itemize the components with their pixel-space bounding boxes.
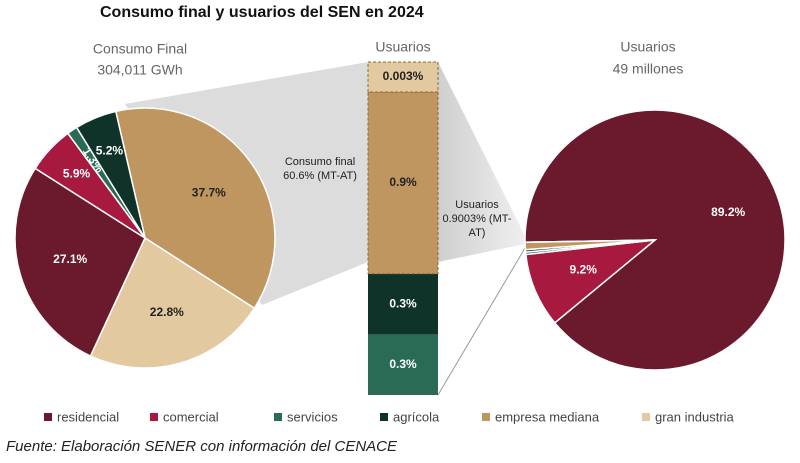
pie-slice: [524, 239, 656, 244]
legend-swatch: [274, 413, 282, 421]
pie-slice: [75, 110, 146, 239]
legend-label: servicios: [287, 409, 338, 424]
legend-label: residencial: [57, 409, 119, 424]
data-label: 9.2%: [570, 263, 598, 277]
pie-subtitle: 304,011 GWh: [97, 62, 182, 78]
bar-segment: [368, 334, 438, 395]
data-label: 5.9%: [63, 166, 91, 180]
legend-swatch: [44, 413, 52, 421]
pie-slice: [89, 236, 256, 369]
data-label: 37.7%: [192, 185, 226, 199]
legend-swatch: [642, 413, 650, 421]
pie-subtitle: 49 millones: [613, 61, 684, 77]
data-label: 89.2%: [711, 205, 745, 219]
bar-segment: [367, 61, 439, 93]
data-label: 0.3%: [389, 357, 417, 371]
data-label: 5.2%: [96, 144, 124, 158]
pie-slice: [14, 167, 146, 358]
bar-segment: [368, 273, 438, 335]
legend-swatch: [380, 413, 388, 421]
pie-title: Usuarios: [620, 39, 675, 55]
pie-title: Consumo Final: [93, 41, 187, 57]
source: Fuente: Elaboración SENER con informació…: [6, 438, 398, 455]
bar-title: Usuarios: [375, 39, 430, 55]
title: Consumo final y usuarios del SEN en 2024: [100, 4, 424, 21]
legend-label: empresa mediana: [495, 409, 600, 424]
data-label: 27.1%: [53, 252, 87, 266]
data-label: 0.9%: [389, 175, 417, 189]
annotation: Consumo final 60.6% (MT-AT): [283, 156, 357, 182]
annotation: Usuarios 0.9003% (MT-AT): [442, 199, 512, 239]
bar-segment: [367, 91, 439, 275]
data-label: 22.8%: [150, 305, 184, 319]
zoom-line: [437, 247, 526, 396]
legend-swatch: [150, 413, 158, 421]
legend-label: agrícola: [393, 409, 440, 424]
data-label: 0.003%: [383, 69, 424, 83]
zoom-band: [438, 62, 525, 262]
legend-swatch: [482, 413, 490, 421]
legend-label: comercial: [163, 409, 219, 424]
data-label: 0.3%: [389, 296, 417, 310]
legend-label: gran industria: [655, 409, 735, 424]
pie-slice: [114, 107, 276, 310]
pie-slice: [524, 109, 786, 371]
